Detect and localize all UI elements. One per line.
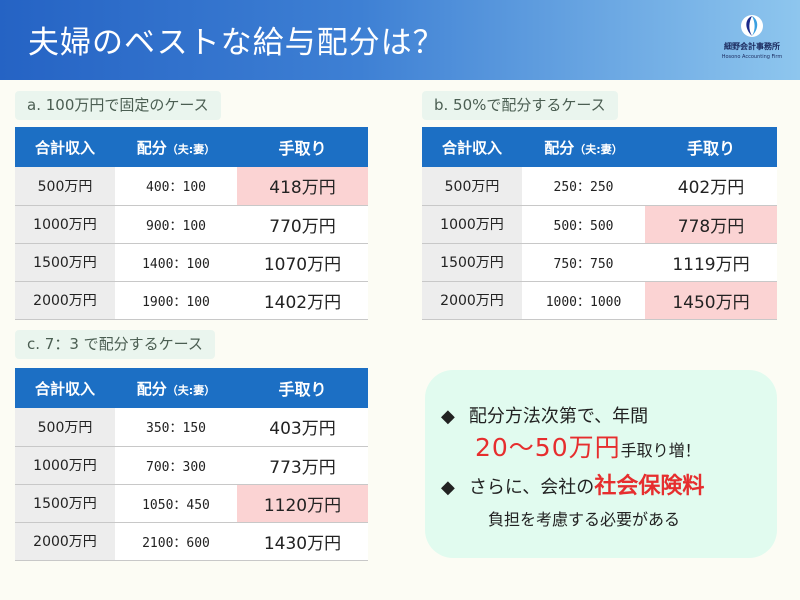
- takehome-cell: 770万円: [237, 205, 368, 244]
- income-cell: 1500万円: [422, 243, 522, 282]
- table-row: 2000万円 2100：600 1430万円: [15, 522, 368, 561]
- table-row: 1000万円 500：500 778万円: [422, 205, 777, 244]
- callout-text-1: 配分方法次第で、年間: [468, 406, 649, 427]
- callout-line-4: 負担を考慮する必要がある: [488, 510, 681, 529]
- split-cell: 400：100: [115, 167, 237, 206]
- takehome-cell: 402万円: [645, 167, 777, 206]
- takehome-cell: 773万円: [237, 446, 368, 485]
- title-banner: 夫婦のベストな給与配分は？ 細野会計事務所 Hosono Accounting …: [0, 0, 800, 80]
- income-cell: 500万円: [15, 408, 115, 447]
- table-7-3: 合計収入 配分（夫:妻） 手取り 500万円 350：150 403万円 100…: [15, 368, 368, 561]
- callout-text-3: さらに、会社の: [468, 477, 595, 498]
- table-50-percent: 合計収入 配分（夫:妻） 手取り 500万円 250：250 402万円 100…: [422, 127, 777, 320]
- callout-emphasis: 社会保険料: [594, 474, 705, 499]
- takehome-cell: 1402万円: [237, 281, 368, 320]
- takehome-cell: 1070万円: [237, 243, 368, 282]
- section-label-b: b. 50%で配分するケース: [422, 91, 618, 120]
- takehome-cell: 418万円: [237, 167, 368, 206]
- diamond-bullet-icon: ◆: [441, 477, 455, 498]
- col-header-split-label: 配分: [544, 138, 575, 157]
- takehome-cell: 778万円: [645, 205, 777, 244]
- section-label-c: c. 7：3 で配分するケース: [15, 330, 215, 359]
- page-title: 夫婦のベストな給与配分は？: [28, 25, 445, 61]
- split-cell: 2100：600: [115, 522, 237, 561]
- col-header-split-sub: （夫:妻）: [166, 383, 216, 397]
- section-label-a: a. 100万円で固定のケース: [15, 91, 221, 120]
- split-cell: 900：100: [115, 205, 237, 244]
- split-cell: 350：150: [115, 408, 237, 447]
- split-cell: 500：500: [522, 205, 645, 244]
- split-cell: 1400：100: [115, 243, 237, 282]
- col-header-takehome: 手取り: [645, 127, 777, 167]
- col-header-split-sub: （夫:妻）: [166, 142, 216, 156]
- callout-text-2: 手取り増！: [620, 441, 701, 460]
- income-cell: 1000万円: [15, 205, 115, 244]
- summary-callout: ◆ 配分方法次第で、年間 20～50万円手取り増！ ◆ さらに、会社の社会保険料 負…: [425, 370, 777, 558]
- callout-line-1: ◆ 配分方法次第で、年間: [441, 402, 648, 428]
- split-cell: 1000：1000: [522, 281, 645, 320]
- table-row: 1500万円 750：750 1119万円: [422, 243, 777, 282]
- takehome-cell: 1120万円: [237, 484, 368, 523]
- split-cell: 1050：450: [115, 484, 237, 523]
- split-cell: 750：750: [522, 243, 645, 282]
- col-header-takehome: 手取り: [237, 127, 368, 167]
- split-cell: 1900：100: [115, 281, 237, 320]
- table-header-row: 合計収入 配分（夫:妻） 手取り: [15, 127, 368, 167]
- table-row: 1000万円 900：100 770万円: [15, 205, 368, 244]
- col-header-takehome: 手取り: [237, 368, 368, 408]
- col-header-split: 配分（夫:妻）: [522, 127, 645, 167]
- takehome-cell: 403万円: [237, 408, 368, 447]
- income-cell: 1500万円: [15, 243, 115, 282]
- callout-line-2: 20～50万円手取り増！: [475, 428, 701, 464]
- income-cell: 2000万円: [422, 281, 522, 320]
- col-header-split: 配分（夫:妻）: [115, 368, 237, 408]
- col-header-split-sub: （夫:妻）: [574, 142, 623, 156]
- col-header-split-label: 配分: [136, 379, 167, 398]
- takehome-cell: 1119万円: [645, 243, 777, 282]
- income-cell: 1000万円: [15, 446, 115, 485]
- split-cell: 700：300: [115, 446, 237, 485]
- table-row: 500万円 250：250 402万円: [422, 167, 777, 206]
- income-cell: 500万円: [15, 167, 115, 206]
- income-cell: 2000万円: [15, 522, 115, 561]
- col-header-income: 合計収入: [15, 368, 115, 408]
- col-header-split: 配分（夫:妻）: [115, 127, 237, 167]
- col-header-split-label: 配分: [136, 138, 167, 157]
- logo-name: 細野会計事務所: [724, 42, 780, 51]
- takehome-cell: 1430万円: [237, 522, 368, 561]
- table-row: 1500万円 1400：100 1070万円: [15, 243, 368, 282]
- table-header-row: 合計収入 配分（夫:妻） 手取り: [422, 127, 777, 167]
- callout-amount: 20～50万円: [475, 433, 621, 462]
- table-row: 1500万円 1050：450 1120万円: [15, 484, 368, 523]
- table-row: 1000万円 700：300 773万円: [15, 446, 368, 485]
- split-cell: 250：250: [522, 167, 645, 206]
- col-header-income: 合計収入: [15, 127, 115, 167]
- logo-subtitle: Hosono Accounting Firm: [721, 54, 783, 60]
- income-cell: 500万円: [422, 167, 522, 206]
- income-cell: 2000万円: [15, 281, 115, 320]
- firm-logo: 細野会計事務所 Hosono Accounting Firm: [712, 14, 792, 70]
- diamond-bullet-icon: ◆: [441, 406, 455, 427]
- table-row: 2000万円 1900：100 1402万円: [15, 281, 368, 320]
- table-row: 2000万円 1000：1000 1450万円: [422, 281, 777, 320]
- logo-swirl-icon: [741, 15, 763, 37]
- callout-line-3: ◆ さらに、会社の社会保険料: [441, 468, 704, 500]
- table-header-row: 合計収入 配分（夫:妻） 手取り: [15, 368, 368, 408]
- table-fixed-100: 合計収入 配分（夫:妻） 手取り 500万円 400：100 418万円 100…: [15, 127, 368, 320]
- takehome-cell: 1450万円: [645, 281, 777, 320]
- income-cell: 1000万円: [422, 205, 522, 244]
- col-header-income: 合計収入: [422, 127, 522, 167]
- table-row: 500万円 400：100 418万円: [15, 167, 368, 206]
- table-row: 500万円 350：150 403万円: [15, 408, 368, 447]
- income-cell: 1500万円: [15, 484, 115, 523]
